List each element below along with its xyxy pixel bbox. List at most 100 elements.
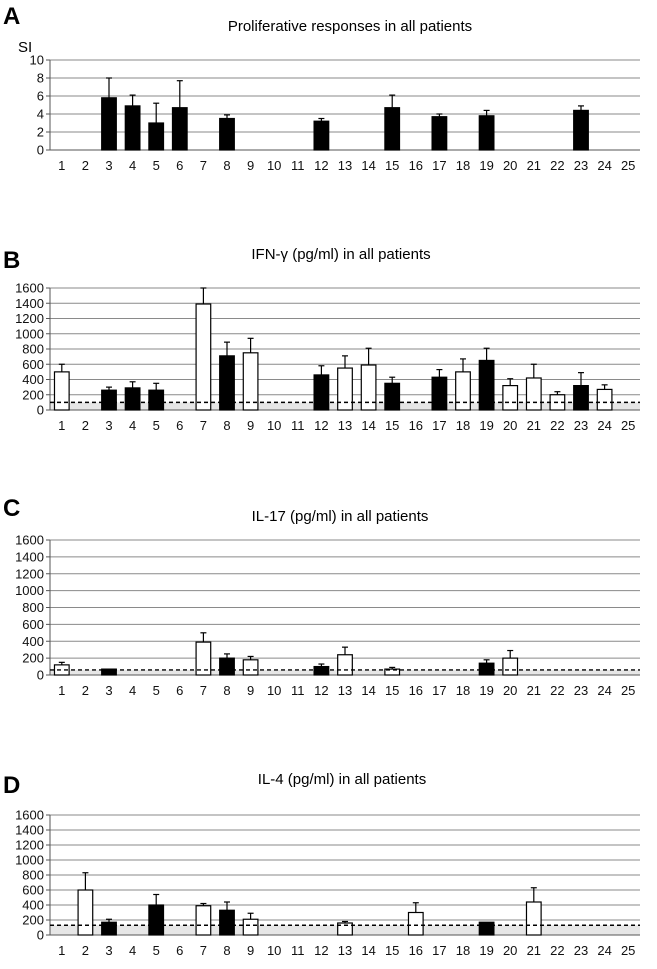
panel-d: D IL-4 (pg/ml) in all patients 020040060… [3, 771, 640, 958]
x-tick-label-b: 15 [385, 418, 399, 433]
x-tick-label-d: 16 [409, 943, 423, 958]
bar-b [53, 371, 70, 411]
y-tick-label-d: 1600 [15, 808, 44, 823]
bar-d [77, 889, 94, 936]
x-tick-label-d: 19 [479, 943, 493, 958]
x-tick-label-a: 20 [503, 158, 517, 173]
x-tick-label-d: 20 [503, 943, 517, 958]
y-tick-label-c: 1400 [15, 549, 44, 564]
x-tick-label-c: 9 [247, 683, 254, 698]
x-tick-label-c: 16 [409, 683, 423, 698]
x-tick-label-a: 3 [105, 158, 112, 173]
x-tick-label-b: 16 [409, 418, 423, 433]
x-tick-label-a: 23 [574, 158, 588, 173]
y-tick-label-c: 400 [22, 634, 44, 649]
x-tick-label-c: 15 [385, 683, 399, 698]
x-tick-label-d: 7 [200, 943, 207, 958]
y-tick-label-d: 400 [22, 898, 44, 913]
x-tick-label-b: 24 [597, 418, 611, 433]
x-tick-label-d: 23 [574, 943, 588, 958]
x-tick-label-b: 14 [361, 418, 375, 433]
y-tick-label-a: 0 [37, 143, 44, 158]
x-tick-label-c: 1 [58, 683, 65, 698]
x-tick-label-d: 2 [82, 943, 89, 958]
x-tick-label-c: 18 [456, 683, 470, 698]
chart-title-d: IL-4 (pg/ml) in all patients [258, 771, 426, 788]
y-tick-label-a: 6 [37, 89, 44, 104]
panel-letter-a: A [3, 3, 20, 30]
x-tick-label-b: 7 [200, 418, 207, 433]
x-tick-label-c: 17 [432, 683, 446, 698]
panel-b: B IFN-γ (pg/ml) in all patients 02004006… [3, 246, 640, 433]
x-tick-label-b: 12 [314, 418, 328, 433]
bar-c [337, 654, 353, 676]
bar-b [124, 387, 141, 411]
bar-d [525, 901, 542, 936]
x-tick-label-d: 18 [456, 943, 470, 958]
x-tick-label-b: 1 [58, 418, 65, 433]
x-tick-label-a: 9 [247, 158, 254, 173]
x-tick-label-b: 5 [153, 418, 160, 433]
x-tick-label-b: 21 [527, 418, 541, 433]
bar-b [360, 364, 377, 411]
panel-letter-b: B [3, 247, 20, 274]
x-tick-label-d: 12 [314, 943, 328, 958]
x-tick-label-b: 2 [82, 418, 89, 433]
x-tick-label-b: 20 [503, 418, 517, 433]
x-tick-label-a: 1 [58, 158, 65, 173]
bar-d [242, 918, 259, 936]
bar-d [407, 911, 424, 936]
y-tick-label-c: 1000 [15, 583, 44, 598]
y-tick-label-d: 1000 [15, 853, 44, 868]
y-tick-label-a: 2 [37, 125, 44, 140]
x-tick-label-c: 14 [361, 683, 375, 698]
x-tick-label-d: 11 [291, 943, 305, 958]
x-tick-label-c: 25 [621, 683, 635, 698]
x-tick-label-b: 17 [432, 418, 446, 433]
x-tick-label-c: 5 [153, 683, 160, 698]
x-tick-label-d: 9 [247, 943, 254, 958]
chart-title-c: IL-17 (pg/ml) in all patients [252, 508, 429, 525]
bar-b [195, 303, 212, 411]
x-tick-label-b: 23 [574, 418, 588, 433]
bar-b [573, 385, 589, 411]
x-tick-label-d: 22 [550, 943, 564, 958]
x-tick-label-b: 8 [223, 418, 230, 433]
bar-b [431, 376, 448, 411]
y-tick-label-b: 1600 [15, 281, 44, 296]
x-tick-label-a: 2 [82, 158, 89, 173]
x-tick-label-c: 11 [291, 683, 305, 698]
x-tick-label-c: 2 [82, 683, 89, 698]
x-tick-label-c: 12 [314, 683, 328, 698]
x-tick-label-b: 13 [338, 418, 352, 433]
bar-c [219, 657, 235, 676]
y-tick-label-d: 600 [22, 883, 44, 898]
y-tick-label-b: 800 [22, 342, 44, 357]
y-tick-label-b: 200 [22, 387, 44, 402]
x-tick-label-d: 4 [129, 943, 136, 958]
x-tick-label-d: 6 [176, 943, 183, 958]
y-tick-label-d: 1400 [15, 823, 44, 838]
x-tick-label-a: 15 [385, 158, 399, 173]
x-tick-label-d: 24 [597, 943, 611, 958]
x-tick-label-d: 14 [361, 943, 375, 958]
x-tick-label-a: 16 [409, 158, 423, 173]
bar-a [573, 109, 589, 151]
y-tick-label-c: 800 [22, 600, 44, 615]
bar-d [195, 905, 212, 936]
bar-a [101, 97, 117, 151]
x-tick-label-a: 18 [456, 158, 470, 173]
bar-c [101, 668, 117, 676]
bar-b [502, 385, 519, 411]
bar-b [313, 374, 330, 411]
bar-a [171, 107, 188, 151]
y-tick-label-c: 200 [22, 651, 44, 666]
x-tick-label-d: 10 [267, 943, 281, 958]
chart-title-a: Proliferative responses in all patients [228, 18, 472, 35]
x-tick-label-d: 13 [338, 943, 352, 958]
y-tick-label-b: 400 [22, 372, 44, 387]
y-tick-label-c: 600 [22, 617, 44, 632]
x-tick-label-a: 21 [527, 158, 541, 173]
x-tick-label-d: 8 [223, 943, 230, 958]
